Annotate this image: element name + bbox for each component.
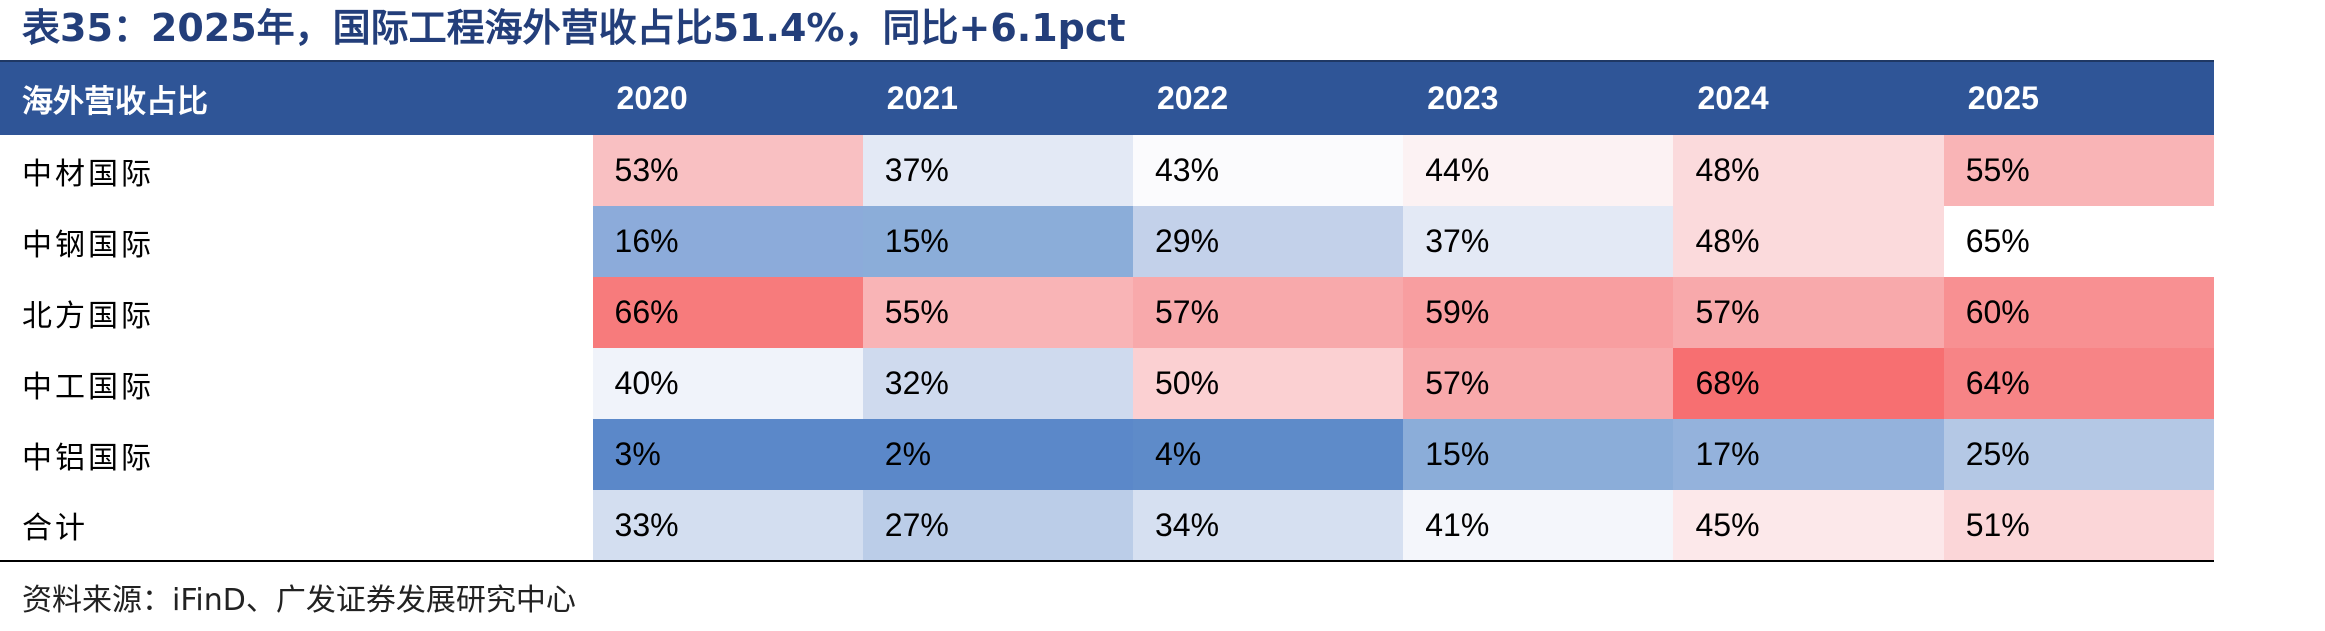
source-note: 资料来源：iFinD、广发证券发展研究中心 — [22, 583, 576, 618]
table-row: 中钢国际 16% 15% 29% 37% 48% 65% — [0, 206, 2214, 277]
table-cell-share: 37% — [862, 135, 1133, 206]
table-cell-share: 34% — [1133, 490, 1404, 562]
table-cell-share: 48% — [1673, 206, 1944, 277]
table-cell-share: 15% — [1403, 419, 1674, 490]
table-cell-share: 43% — [1133, 135, 1404, 206]
table-row: 合计 33% 27% 34% 41% 45% 51% — [0, 490, 2214, 562]
table-cell-share: 53% — [592, 135, 863, 206]
header-label: 海外营收占比 — [0, 60, 593, 135]
table-body: 中材国际 53% 37% 43% 44% 48% 55% 中钢国际 16% 15% 29% 37% 48… — [0, 135, 2214, 562]
table-cell-share: 59% — [1403, 277, 1674, 348]
table-row: 中铝国际 3% 2% 4% 15% 17% 25% — [0, 419, 2214, 490]
table-cell-share: 3% — [592, 419, 863, 490]
overseas-revenue-table: 海外营收占比 2020 2021 2022 2023 2024 2025 中材国… — [0, 60, 2214, 562]
table-cell-share: 57% — [1673, 277, 1944, 348]
header-year: 2025 — [1943, 60, 2214, 135]
row-company-name: 中工国际 — [0, 348, 593, 419]
table-title: 表35：2025年，国际工程海外营收占比51.4%，同比+6.1pct — [22, 6, 1126, 50]
header-year: 2022 — [1133, 60, 1404, 135]
table-header-row: 海外营收占比 2020 2021 2022 2023 2024 2025 — [0, 60, 2214, 135]
table-cell-share: 68% — [1673, 348, 1944, 419]
table-cell-share: 66% — [592, 277, 863, 348]
table-cell-share: 15% — [862, 206, 1133, 277]
table-cell-share: 64% — [1943, 348, 2214, 419]
table-cell-share: 55% — [1943, 135, 2214, 206]
table-cell-share: 16% — [592, 206, 863, 277]
table-cell-share: 48% — [1673, 135, 1944, 206]
table-row: 中工国际 40% 32% 50% 57% 68% 64% — [0, 348, 2214, 419]
table-cell-share: 25% — [1943, 419, 2214, 490]
row-company-name: 合计 — [0, 490, 593, 562]
table-cell-share: 37% — [1403, 206, 1674, 277]
table-cell-share: 41% — [1403, 490, 1674, 562]
row-company-name: 中材国际 — [0, 135, 593, 206]
table-cell-share: 32% — [862, 348, 1133, 419]
table-cell-share: 50% — [1133, 348, 1404, 419]
table-cell-share: 55% — [862, 277, 1133, 348]
table-cell-share: 27% — [862, 490, 1133, 562]
table-cell-share: 4% — [1133, 419, 1404, 490]
table-cell-share: 57% — [1133, 277, 1404, 348]
table-cell-share: 33% — [592, 490, 863, 562]
table-cell-share: 57% — [1403, 348, 1674, 419]
header-year: 2024 — [1673, 60, 1944, 135]
row-company-name: 中铝国际 — [0, 419, 593, 490]
table-cell-share: 45% — [1673, 490, 1944, 562]
table-cell-share: 40% — [592, 348, 863, 419]
header-year: 2023 — [1403, 60, 1674, 135]
table-cell-share: 44% — [1403, 135, 1674, 206]
row-company-name: 中钢国际 — [0, 206, 593, 277]
table-cell-share: 60% — [1943, 277, 2214, 348]
data-table-container: 海外营收占比 2020 2021 2022 2023 2024 2025 中材国… — [0, 60, 2214, 562]
table-row: 北方国际 66% 55% 57% 59% 57% 60% — [0, 277, 2214, 348]
table-cell-share: 17% — [1673, 419, 1944, 490]
header-year: 2020 — [592, 60, 863, 135]
table-cell-share: 2% — [862, 419, 1133, 490]
header-year: 2021 — [862, 60, 1133, 135]
table-row: 中材国际 53% 37% 43% 44% 48% 55% — [0, 135, 2214, 206]
table-cell-share: 65% — [1943, 206, 2214, 277]
table-cell-share: 29% — [1133, 206, 1404, 277]
table-cell-share: 51% — [1943, 490, 2214, 562]
row-company-name: 北方国际 — [0, 277, 593, 348]
